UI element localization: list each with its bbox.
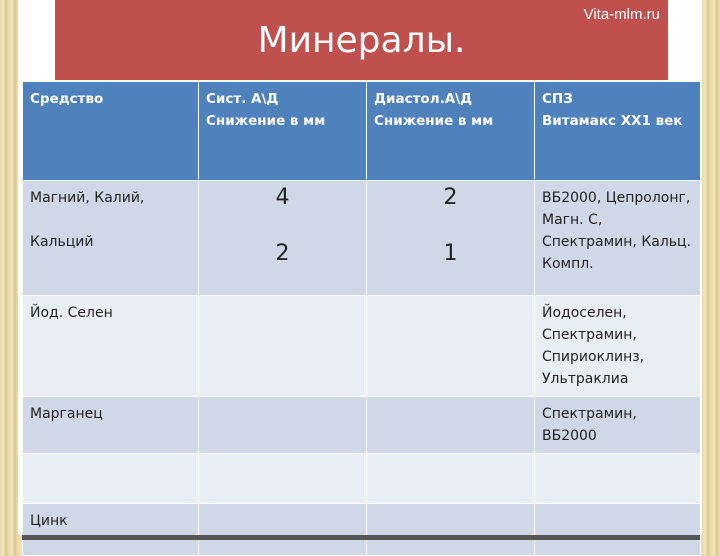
- product-line: Йодоселен,: [542, 305, 627, 321]
- cell-products: Спектрамин, ВБ2000: [534, 396, 701, 454]
- remedy-text: Кальций: [30, 234, 94, 250]
- product-line: Ультраклиа: [542, 371, 629, 387]
- cell-systolic: [198, 295, 367, 397]
- remedy-text: Йод. Селен: [30, 305, 113, 321]
- header-cell-remedy: Средство: [22, 81, 199, 181]
- product-line: Спектрамин, Кальц.: [542, 234, 692, 250]
- header-text: Сист. А\Д: [206, 91, 279, 107]
- header-cell-diastolic: Диастол.А\Д Снижение в мм: [366, 81, 535, 181]
- header-cell-products: СПЗ Витамакс ХХ1 век: [534, 81, 701, 181]
- table-row: [22, 453, 701, 504]
- cell-products: Йодоселен, Спектрамин, Спириоклинз, Ультрак…: [534, 295, 701, 397]
- cell-products: [534, 453, 701, 504]
- cell-systolic: [198, 396, 367, 454]
- table-row: Марганец Спектрамин, ВБ2000: [22, 396, 701, 454]
- minerals-table: Средство Сист. А\Д Снижение в мм Диастол.…: [22, 81, 701, 556]
- cell-systolic: [198, 453, 367, 504]
- cell-remedy: [22, 453, 199, 504]
- diastolic-value: 1: [443, 241, 458, 266]
- bottom-edge: [22, 535, 700, 540]
- table-row: Йод. Селен Йодоселен, Спектрамин, Спириокл…: [22, 295, 701, 397]
- product-line: ВБ2000, Цепролонг,: [542, 190, 691, 206]
- cell-remedy: Магний, Калий, Кальций: [22, 180, 199, 296]
- table-row: Цинк: [22, 503, 701, 556]
- cell-diastolic: [366, 396, 535, 454]
- product-line: Спектрамин, ВБ2000: [542, 406, 637, 444]
- header-text: Средство: [30, 91, 104, 107]
- systolic-value: 2: [275, 241, 290, 266]
- header-subtext: Снижение в мм: [206, 113, 326, 129]
- cell-products: [534, 503, 701, 556]
- cell-systolic: [198, 503, 367, 556]
- product-line: Компл.: [542, 256, 594, 272]
- cell-remedy: Марганец: [22, 396, 199, 454]
- cell-diastolic: [366, 453, 535, 504]
- cell-remedy: Цинк: [22, 503, 199, 556]
- cell-products: ВБ2000, Цепролонг, Магн. С, Спектрамин, Ка…: [534, 180, 701, 296]
- header-text: Диастол.А\Д: [374, 91, 473, 107]
- remedy-text: Магний, Калий,: [30, 190, 145, 206]
- remedy-text: Цинк: [30, 513, 68, 529]
- cell-diastolic: [366, 503, 535, 556]
- cell-remedy: Йод. Селен: [22, 295, 199, 397]
- site-label: Vita-mlm.ru: [583, 6, 660, 23]
- cell-diastolic: [366, 295, 535, 397]
- product-line: Магн. С,: [542, 212, 603, 228]
- remedy-text: Марганец: [30, 406, 103, 422]
- header-cell-systolic: Сист. А\Д Снижение в мм: [198, 81, 367, 181]
- product-line: Спектрамин,: [542, 327, 637, 343]
- header-text: СПЗ: [542, 91, 573, 107]
- slide-title: Минералы.: [257, 20, 466, 61]
- header-subtext: Витамакс ХХ1 век: [542, 113, 683, 129]
- title-banner: Vita-mlm.ru Минералы.: [55, 0, 668, 80]
- product-line: Спириоклинз,: [542, 349, 645, 365]
- systolic-value: 4: [275, 185, 290, 210]
- header-subtext: Снижение в мм: [374, 113, 494, 129]
- diastolic-value: 2: [443, 185, 458, 210]
- header-row: Средство Сист. А\Д Снижение в мм Диастол.…: [22, 81, 701, 181]
